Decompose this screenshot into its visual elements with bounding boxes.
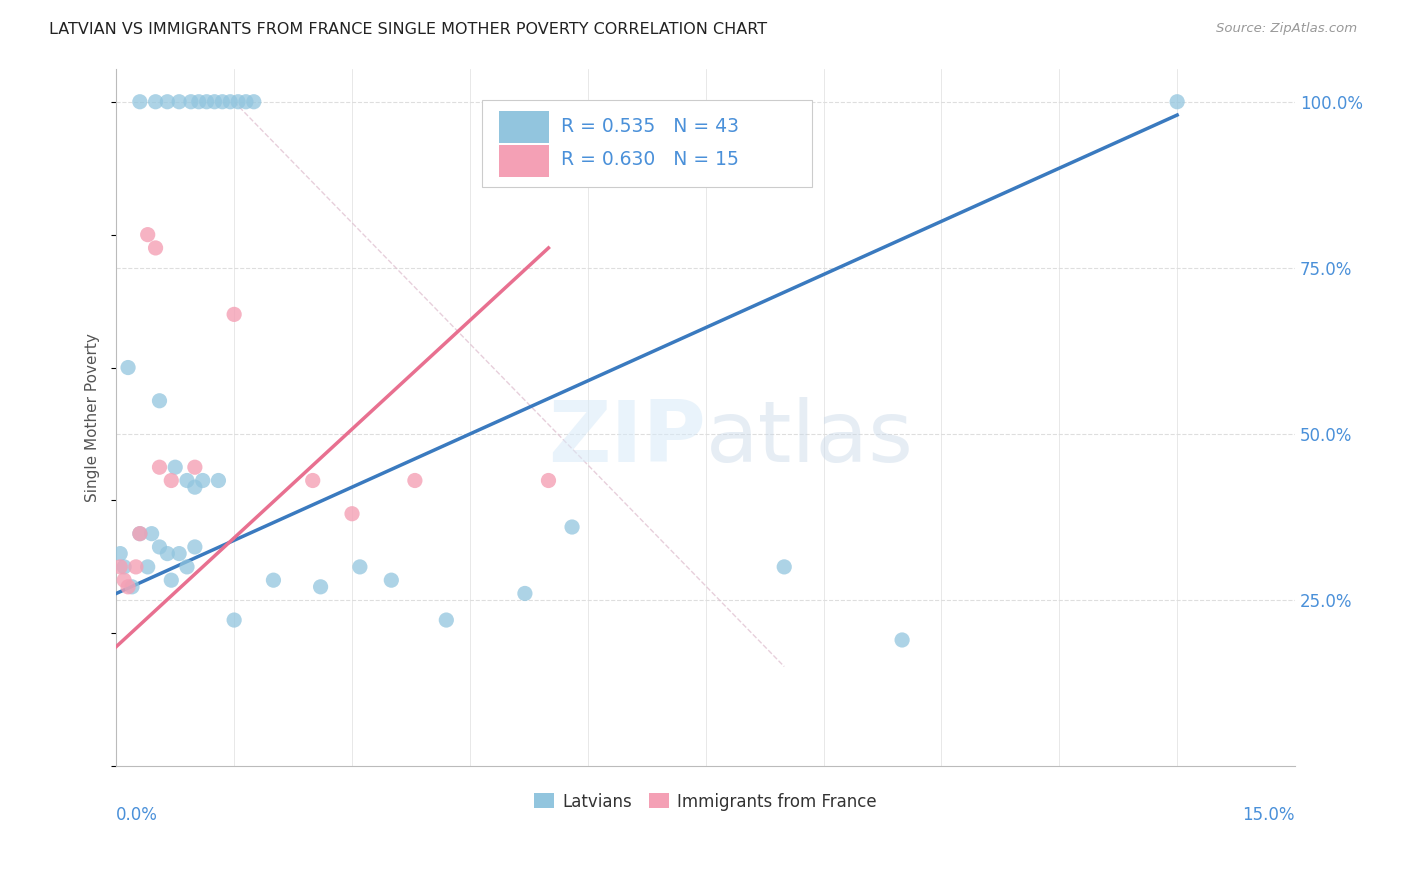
Point bbox=[128, 526, 150, 541]
Point bbox=[156, 547, 179, 561]
Point bbox=[191, 474, 214, 488]
Point bbox=[561, 520, 583, 534]
Text: R = 0.630   N = 15: R = 0.630 N = 15 bbox=[561, 151, 738, 169]
Point bbox=[380, 573, 402, 587]
Point bbox=[167, 547, 190, 561]
Point bbox=[204, 95, 226, 109]
Point bbox=[184, 540, 207, 554]
Point bbox=[156, 95, 179, 109]
Point bbox=[160, 573, 183, 587]
Point bbox=[243, 95, 266, 109]
Point bbox=[340, 507, 363, 521]
Text: 15.0%: 15.0% bbox=[1243, 806, 1295, 824]
Point bbox=[301, 474, 323, 488]
Point bbox=[207, 474, 229, 488]
Point bbox=[773, 560, 796, 574]
Point bbox=[176, 560, 198, 574]
Point bbox=[165, 460, 187, 475]
Point bbox=[187, 95, 209, 109]
Point bbox=[148, 393, 170, 408]
Point bbox=[224, 307, 246, 321]
Legend: Latvians, Immigrants from France: Latvians, Immigrants from France bbox=[527, 786, 883, 817]
Point bbox=[128, 526, 150, 541]
Point bbox=[219, 95, 242, 109]
Point bbox=[136, 227, 159, 242]
Point bbox=[1166, 95, 1188, 109]
Point bbox=[176, 474, 198, 488]
Point bbox=[434, 613, 457, 627]
Y-axis label: Single Mother Poverty: Single Mother Poverty bbox=[86, 333, 100, 502]
Point bbox=[112, 573, 135, 587]
Point bbox=[224, 613, 246, 627]
FancyBboxPatch shape bbox=[499, 112, 548, 144]
Point bbox=[404, 474, 426, 488]
FancyBboxPatch shape bbox=[482, 100, 811, 187]
Point bbox=[349, 560, 371, 574]
Point bbox=[125, 560, 148, 574]
Point bbox=[117, 360, 139, 375]
Point bbox=[141, 526, 163, 541]
Point bbox=[513, 586, 536, 600]
Point bbox=[195, 95, 218, 109]
Point bbox=[136, 560, 159, 574]
Point bbox=[117, 580, 139, 594]
Point bbox=[184, 460, 207, 475]
Point bbox=[262, 573, 284, 587]
Text: ZIP: ZIP bbox=[548, 397, 706, 480]
Text: R = 0.535   N = 43: R = 0.535 N = 43 bbox=[561, 117, 738, 136]
Point bbox=[537, 474, 560, 488]
Point bbox=[211, 95, 233, 109]
Text: atlas: atlas bbox=[706, 397, 914, 480]
Point bbox=[226, 95, 249, 109]
Point bbox=[145, 241, 167, 255]
Point bbox=[145, 95, 167, 109]
Point bbox=[128, 95, 150, 109]
Point bbox=[112, 560, 135, 574]
Text: 0.0%: 0.0% bbox=[117, 806, 157, 824]
Point bbox=[180, 95, 202, 109]
Point bbox=[167, 95, 190, 109]
FancyBboxPatch shape bbox=[499, 145, 548, 177]
Point bbox=[160, 474, 183, 488]
Point bbox=[309, 580, 332, 594]
Point bbox=[121, 580, 143, 594]
Point bbox=[148, 540, 170, 554]
Point bbox=[148, 460, 170, 475]
Point bbox=[235, 95, 257, 109]
Point bbox=[184, 480, 207, 494]
Point bbox=[108, 560, 131, 574]
Text: LATVIAN VS IMMIGRANTS FROM FRANCE SINGLE MOTHER POVERTY CORRELATION CHART: LATVIAN VS IMMIGRANTS FROM FRANCE SINGLE… bbox=[49, 22, 768, 37]
Text: Source: ZipAtlas.com: Source: ZipAtlas.com bbox=[1216, 22, 1357, 36]
Point bbox=[891, 632, 914, 647]
Point bbox=[108, 547, 131, 561]
